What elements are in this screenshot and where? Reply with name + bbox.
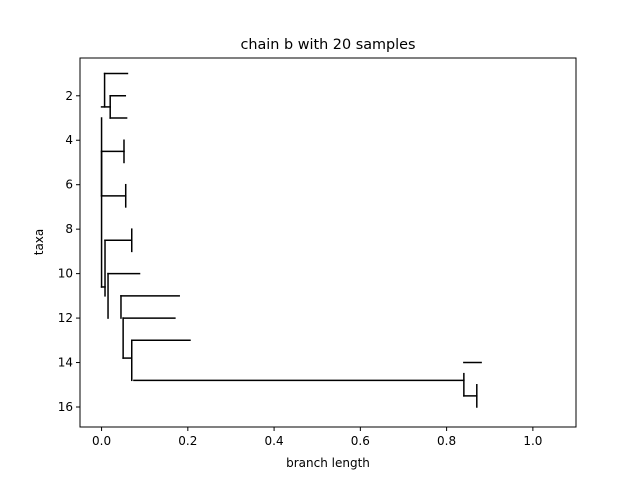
x-tick-label: 1.0 bbox=[523, 434, 542, 448]
x-tick-label: 0.0 bbox=[92, 434, 111, 448]
x-tick-label: 0.2 bbox=[178, 434, 197, 448]
x-axis-title: branch length bbox=[286, 456, 370, 470]
y-tick-label: 14 bbox=[58, 356, 73, 370]
x-tick-label: 0.6 bbox=[351, 434, 370, 448]
y-tick-label: 6 bbox=[65, 178, 73, 192]
x-tick-label: 0.4 bbox=[265, 434, 284, 448]
y-tick-label: 8 bbox=[65, 222, 73, 236]
tree-branches bbox=[100, 72, 482, 408]
chart-title: chain b with 20 samples bbox=[240, 37, 415, 53]
y-axis-title: taxa bbox=[32, 229, 46, 256]
x-axis: 0.0 0.2 0.4 0.6 0.8 1.0 bbox=[92, 427, 542, 448]
y-tick-label: 10 bbox=[58, 267, 73, 281]
y-axis: 2 4 6 8 10 12 14 16 bbox=[58, 89, 80, 414]
x-tick-label: 0.8 bbox=[437, 434, 456, 448]
y-tick-label: 12 bbox=[58, 311, 73, 325]
y-tick-label: 4 bbox=[65, 133, 73, 147]
y-tick-label: 2 bbox=[65, 89, 73, 103]
plot-frame bbox=[79, 57, 577, 428]
y-tick-label: 16 bbox=[58, 400, 73, 414]
